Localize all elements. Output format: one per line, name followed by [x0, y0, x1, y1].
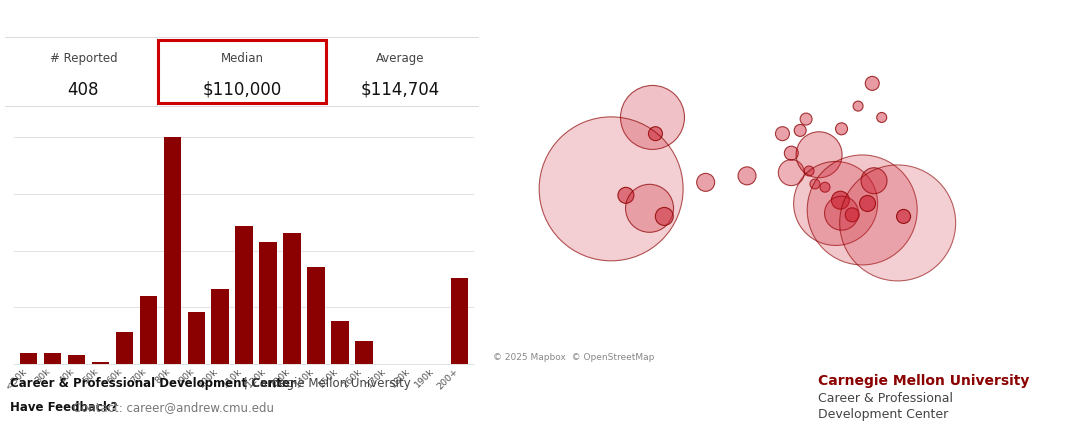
Ellipse shape [836, 124, 848, 135]
Bar [19, 353, 37, 364]
Text: Career & Professional Development Center: Career & Professional Development Center [10, 376, 296, 389]
Ellipse shape [877, 113, 887, 123]
Bar [188, 312, 205, 364]
Ellipse shape [832, 192, 849, 210]
Ellipse shape [784, 147, 798, 161]
Text: | Carnegie Mellon University: | Carnegie Mellon University [240, 376, 410, 389]
Ellipse shape [820, 183, 831, 193]
Text: Median: Median [220, 52, 264, 65]
Text: Carnegie Mellon University: Carnegie Mellon University [818, 373, 1029, 387]
Ellipse shape [810, 179, 820, 190]
Text: Average: Average [376, 52, 424, 65]
Ellipse shape [539, 118, 684, 261]
Bar [332, 321, 349, 364]
Ellipse shape [794, 162, 878, 246]
Text: $110,000: $110,000 [202, 81, 282, 98]
Ellipse shape [807, 155, 917, 265]
Ellipse shape [800, 114, 812, 126]
Text: Have Feedback?: Have Feedback? [10, 400, 118, 413]
Ellipse shape [621, 86, 685, 150]
Ellipse shape [738, 167, 756, 185]
Bar [308, 267, 325, 364]
Ellipse shape [860, 196, 876, 212]
Text: Career & Professional: Career & Professional [818, 391, 953, 403]
Bar [163, 138, 180, 364]
Text: Development Center: Development Center [818, 407, 948, 420]
Ellipse shape [839, 166, 956, 281]
Ellipse shape [804, 167, 814, 177]
Bar [283, 233, 300, 364]
Bar [92, 362, 109, 364]
Text: Locations: Locations [734, 13, 831, 32]
Ellipse shape [648, 127, 662, 141]
Bar [139, 296, 157, 364]
Bar [355, 342, 373, 364]
Ellipse shape [865, 77, 879, 91]
Ellipse shape [656, 208, 673, 226]
Ellipse shape [779, 160, 805, 186]
Ellipse shape [796, 132, 842, 178]
Bar [116, 333, 133, 364]
Ellipse shape [618, 188, 634, 204]
Bar [68, 355, 85, 364]
Ellipse shape [824, 197, 859, 230]
Ellipse shape [846, 208, 860, 222]
Ellipse shape [625, 185, 674, 233]
Ellipse shape [697, 174, 715, 192]
Text: Contact: career@andrew.cmu.edu: Contact: career@andrew.cmu.edu [69, 400, 274, 413]
Text: Salary: Salary [210, 13, 274, 32]
Bar [235, 226, 253, 364]
Text: # Reported: # Reported [50, 52, 118, 65]
Ellipse shape [896, 210, 910, 224]
Bar [44, 353, 60, 364]
Text: $114,704: $114,704 [361, 81, 440, 98]
Text: © 2025 Mapbox  © OpenStreetMap: © 2025 Mapbox © OpenStreetMap [492, 352, 654, 361]
Bar [451, 278, 469, 364]
Ellipse shape [853, 102, 863, 112]
Ellipse shape [861, 168, 887, 194]
Text: 408: 408 [68, 81, 99, 98]
Bar [212, 290, 229, 364]
Ellipse shape [794, 125, 806, 137]
Bar [259, 242, 276, 364]
Ellipse shape [775, 127, 789, 141]
